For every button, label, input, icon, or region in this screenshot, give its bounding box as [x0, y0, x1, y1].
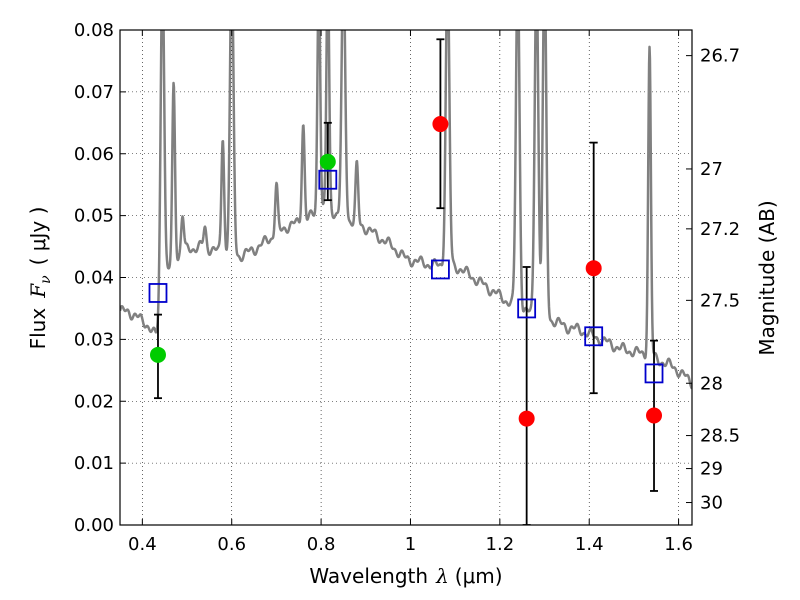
data-point-circle [432, 116, 449, 133]
data-point-circle [319, 153, 336, 170]
y2-tick-label: 26.7 [700, 46, 740, 67]
x-axis-label-unit: (μm) [455, 564, 503, 588]
model-point-square [584, 326, 604, 347]
y-tick-label: 0.01 [74, 453, 114, 474]
y2-axis-ticks: 26.7 27 27.2 27.5 28 28.5 29 30 [686, 46, 740, 514]
y-axis-label-text: Flux [26, 308, 50, 350]
y-tick-label: 0.04 [74, 268, 114, 289]
x-tick-label: 1.6 [664, 534, 693, 555]
model-spectrum-layer [120, 30, 692, 390]
y-tick-label: 0.06 [74, 144, 114, 165]
x-axis-label: Wavelength λ (μm) [309, 564, 502, 588]
y2-axis-label: Magnitude (AB) [755, 200, 779, 355]
y-tick-label: 0.03 [74, 329, 114, 350]
data-series-layer [148, 38, 664, 525]
x-tick-label: 0.8 [307, 534, 336, 555]
y-axis-label-unit: ( μJy ) [26, 207, 50, 266]
y2-tick-label: 27.2 [700, 219, 740, 240]
y2-tick-label: 27 [700, 159, 723, 180]
model-point-square [644, 363, 664, 384]
data-point-circle [585, 260, 602, 277]
y-tick-label: 0.07 [74, 82, 114, 103]
model-point-square [318, 169, 338, 190]
data-point-circle [149, 346, 166, 363]
model-point-square [148, 283, 168, 303]
y2-tick-label: 29 [700, 459, 723, 480]
x-tick-label: 0.4 [128, 534, 157, 555]
model-point-square [431, 259, 450, 280]
y-tick-label: 0.02 [74, 391, 114, 412]
y-axis-label-symbol: F [26, 283, 50, 299]
data-point-circle [518, 410, 535, 427]
x-tick-label: 1.2 [486, 534, 515, 555]
x-axis-ticks: 0.4 0.6 0.8 1 1.2 1.4 1.6 [128, 30, 693, 555]
x-tick-label: 1.4 [575, 534, 604, 555]
y-tick-label: 0.08 [74, 20, 114, 41]
x-axis-label-symbol: λ [435, 564, 449, 588]
data-point-circle [646, 407, 663, 424]
x-axis-label-text: Wavelength [309, 564, 428, 588]
model-spectrum-line [120, 30, 692, 390]
y-axis-label-subscript: ν [38, 275, 54, 284]
x-tick-label: 0.6 [217, 534, 246, 555]
y2-tick-label: 27.5 [700, 290, 740, 311]
y2-tick-label: 28.5 [700, 426, 740, 447]
y-axis-ticks: 0.00 0.01 0.02 0.03 0.04 0.05 0.06 0.07 0.08 [74, 20, 126, 536]
y-tick-label: 0.05 [74, 206, 114, 227]
y2-tick-label: 28 [700, 373, 723, 394]
x-tick-label: 1 [405, 534, 416, 555]
y2-tick-label: 30 [700, 493, 723, 514]
y-tick-label: 0.00 [74, 515, 114, 536]
model-point-square [517, 298, 537, 319]
y-axis-label: Flux Fν ( μJy ) [26, 207, 54, 350]
